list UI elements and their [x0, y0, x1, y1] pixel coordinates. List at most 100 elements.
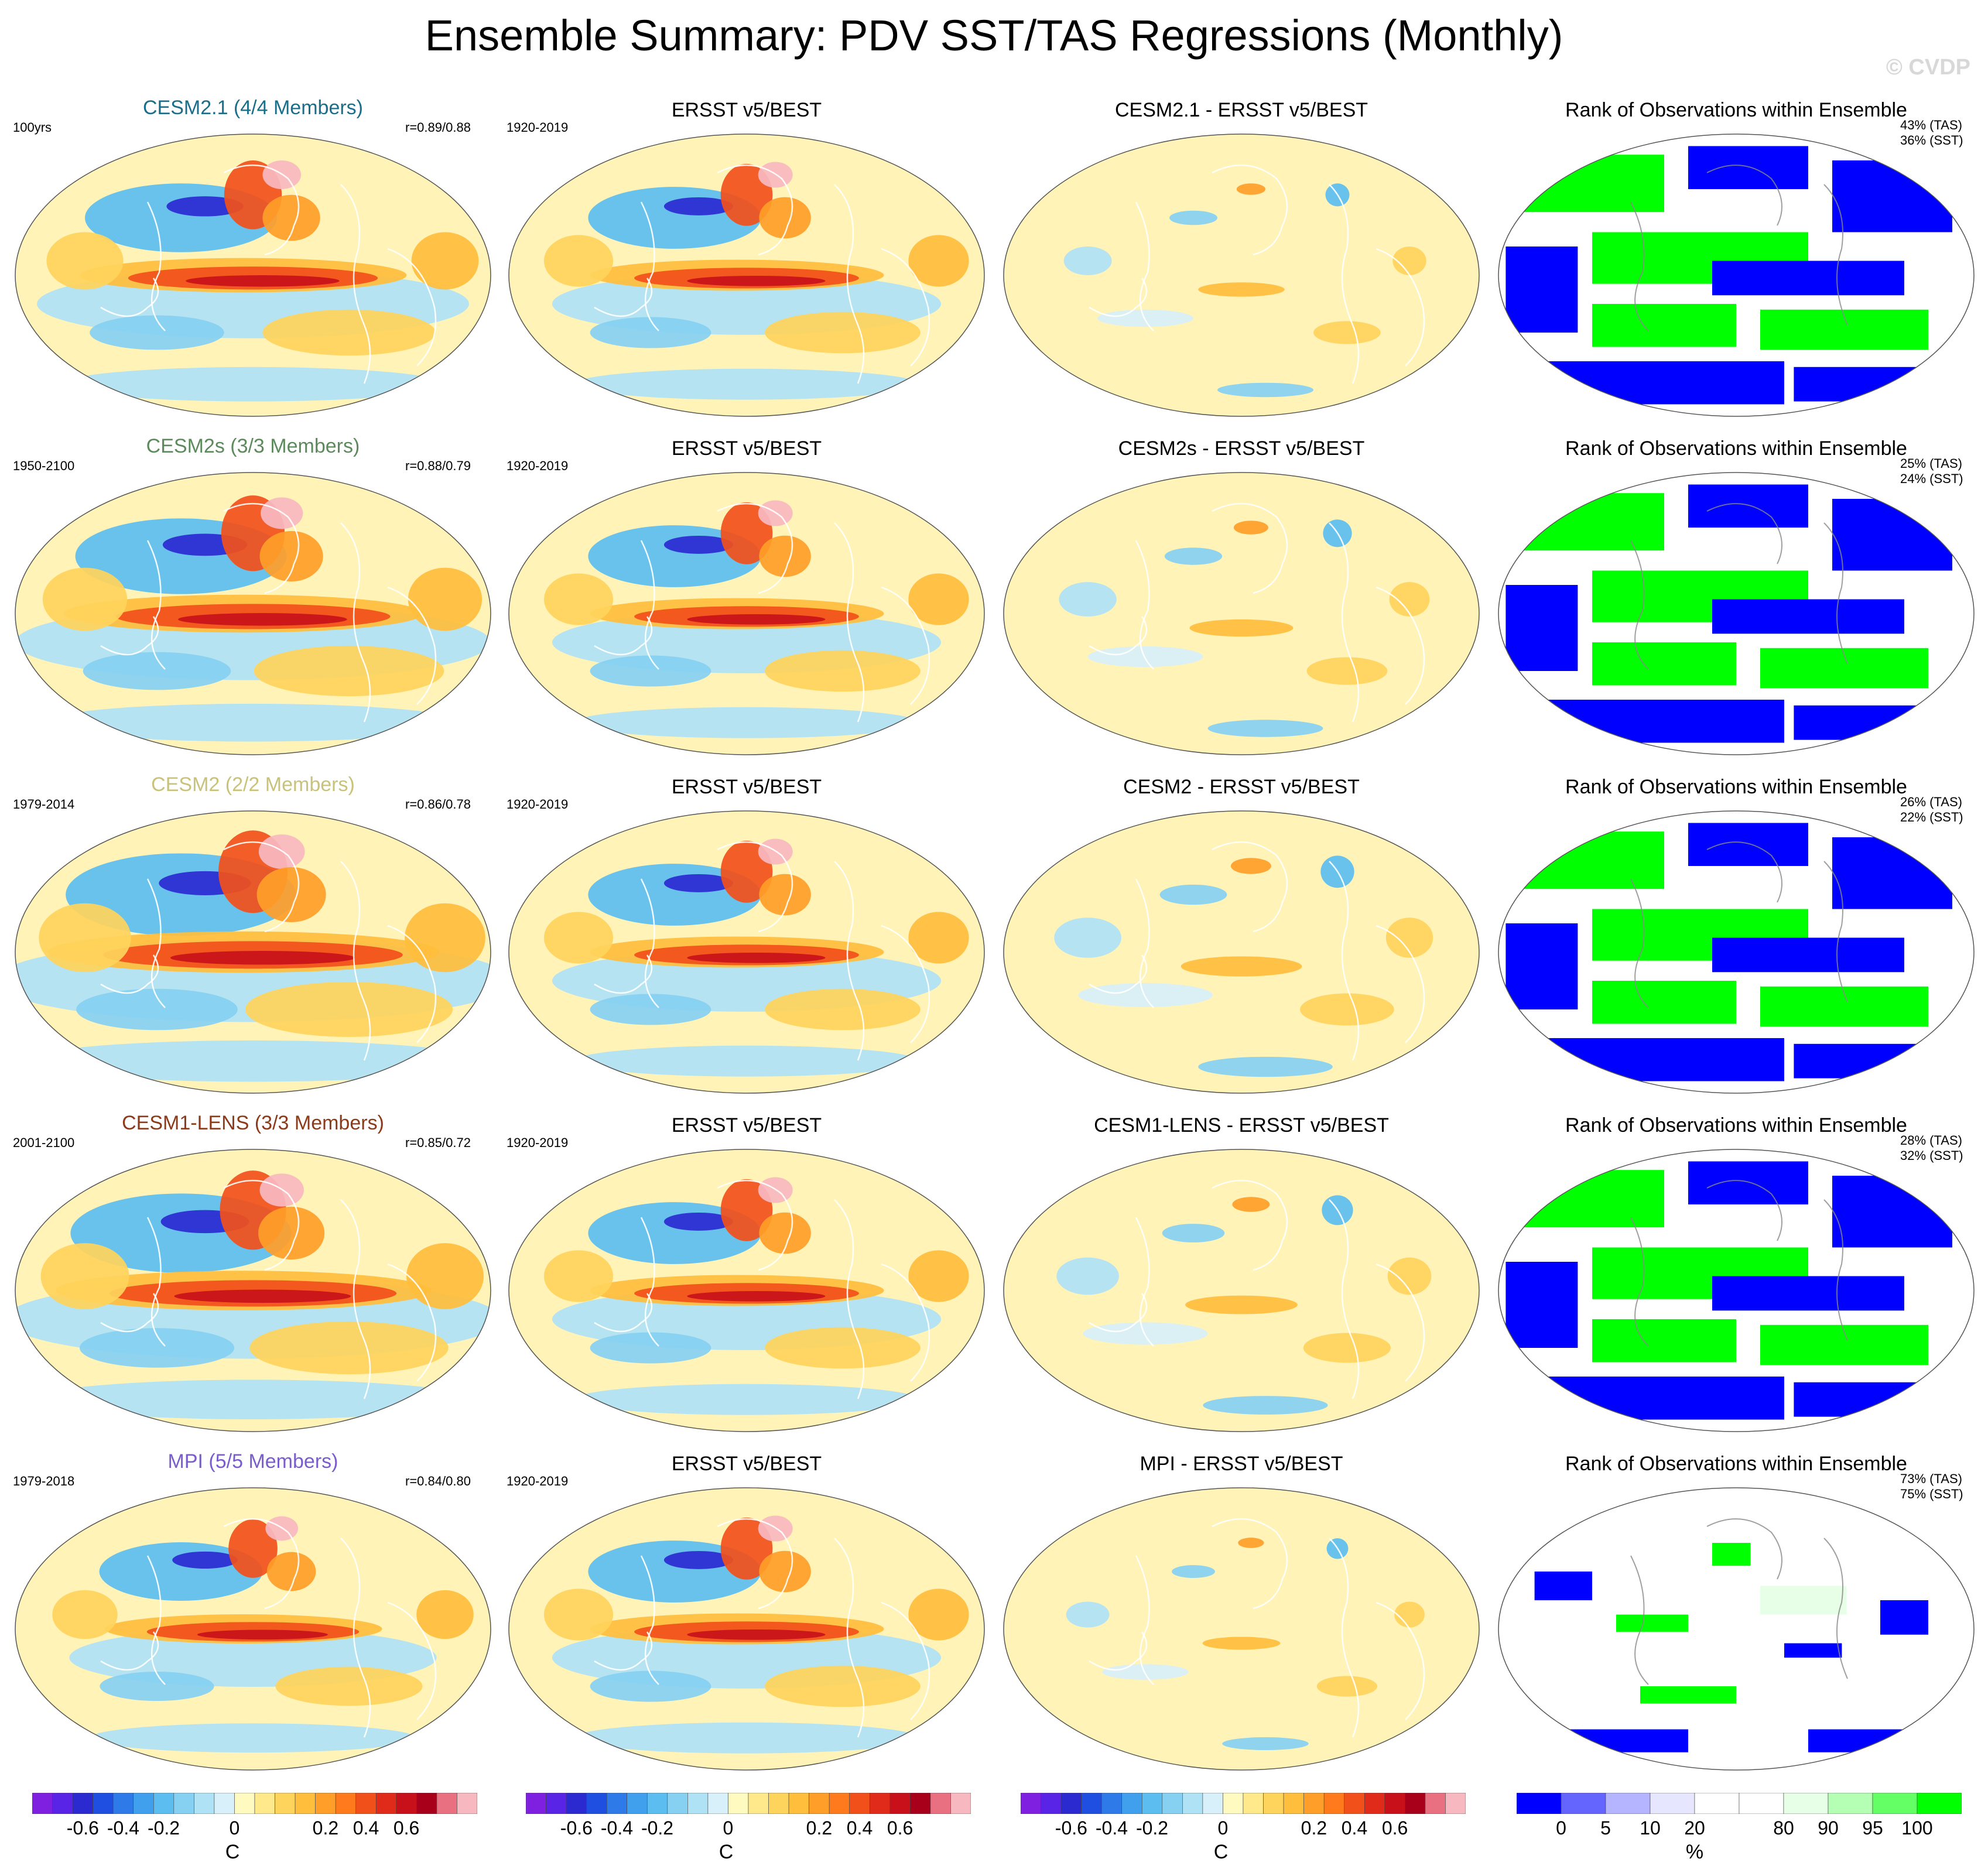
- colorbar-swatch: [416, 1793, 437, 1814]
- diff-panel-title: CESM2 - ERSST v5/BEST: [1123, 776, 1360, 798]
- colorbar-swatch: [275, 1793, 296, 1814]
- colorbar-swatch: [1561, 1793, 1606, 1814]
- colorbar-tick-label: 20: [1684, 1817, 1705, 1839]
- rank-field: [1498, 134, 1974, 416]
- colorbar-swatch: [1101, 1793, 1123, 1814]
- map-field: [1004, 811, 1479, 1093]
- model-panel-title: CESM2.1 (4/4 Members): [143, 97, 363, 119]
- colorbar-tick-label: 0.6: [887, 1817, 913, 1839]
- colorbar-tick-label: -0.6: [1055, 1817, 1087, 1839]
- colorbar-swatch: [687, 1793, 709, 1814]
- colorbar-swatch: [889, 1793, 911, 1814]
- pattern-correlation-label: r=0.88/0.79: [405, 458, 471, 473]
- obs-panel-title: ERSST v5/BEST: [671, 1453, 822, 1475]
- colorbar-swatch: [1141, 1793, 1163, 1814]
- colorbar-swatch: [375, 1793, 397, 1814]
- colorbar-swatch: [748, 1793, 769, 1814]
- colorbar-swatch: [1828, 1793, 1873, 1814]
- model-panel-title: CESM2s (3/3 Members): [146, 435, 360, 457]
- colorbar-tick-label: 0: [723, 1817, 734, 1839]
- model-panel-title: CESM2 (2/2 Members): [151, 773, 355, 796]
- colorbar-tick-label: 0.6: [393, 1817, 420, 1839]
- colorbar-swatch: [829, 1793, 850, 1814]
- colorbar-swatch: [1182, 1793, 1203, 1814]
- colorbar-swatch: [32, 1793, 53, 1814]
- rank-tas-label: 73% (TAS): [1900, 1471, 1962, 1486]
- map-field: [509, 134, 984, 416]
- colorbar-swatch: [1605, 1793, 1651, 1814]
- diff-map: [1003, 133, 1480, 417]
- colorbar-tick-label: 0.4: [1341, 1817, 1368, 1839]
- rank-panel-title: Rank of Observations within Ensemble: [1565, 1114, 1907, 1136]
- colorbar-swatch: [546, 1793, 567, 1814]
- map-field: [1004, 1149, 1479, 1432]
- diff-panel-title: MPI - ERSST v5/BEST: [1140, 1453, 1343, 1475]
- colorbar-tick-label: 0: [1556, 1817, 1566, 1839]
- rank-panel-title: Rank of Observations within Ensemble: [1565, 776, 1907, 798]
- colorbar-swatch: [52, 1793, 73, 1814]
- regression-colorbar: [526, 1793, 971, 1814]
- model-period-label: 2001-2100: [13, 1135, 75, 1150]
- colorbar-tick-label: 10: [1640, 1817, 1661, 1839]
- colorbar-swatch: [1872, 1793, 1918, 1814]
- colorbar-swatch: [1445, 1793, 1466, 1814]
- map-field: [1004, 473, 1479, 755]
- rank-colorbar: [1517, 1793, 1962, 1814]
- map-field: [509, 811, 984, 1093]
- colorbar-swatch: [1323, 1793, 1345, 1814]
- colorbar-unit-label: C: [718, 1841, 734, 1863]
- colorbar-swatch: [72, 1793, 93, 1814]
- model-period-label: 1979-2014: [13, 797, 75, 812]
- cvdp-watermark: © CVDP: [1886, 55, 1970, 80]
- diff-panel-title: CESM2.1 - ERSST v5/BEST: [1114, 99, 1368, 121]
- colorbar-swatch: [1202, 1793, 1223, 1814]
- rank-sst-label: 36% (SST): [1900, 133, 1963, 148]
- rank-field: [1498, 811, 1974, 1093]
- colorbar-swatch: [849, 1793, 870, 1814]
- pattern-correlation-label: r=0.84/0.80: [405, 1474, 471, 1488]
- map-field: [15, 1149, 491, 1432]
- colorbar-swatch: [1263, 1793, 1284, 1814]
- colorbar-swatch: [315, 1793, 336, 1814]
- colorbar-tick-label: 0.4: [353, 1817, 379, 1839]
- colorbar-swatch: [1303, 1793, 1325, 1814]
- map-field: [15, 811, 491, 1093]
- colorbar-swatch: [910, 1793, 931, 1814]
- regression-colorbar: [32, 1793, 477, 1814]
- colorbar-swatch: [234, 1793, 255, 1814]
- obs-period-label: 1920-2019: [507, 797, 569, 812]
- colorbar-swatch: [1405, 1793, 1426, 1814]
- colorbar-swatch: [355, 1793, 377, 1814]
- regression-colorbar: [1021, 1793, 1466, 1814]
- colorbar-tick-label: -0.4: [1095, 1817, 1128, 1839]
- model-map: [15, 1149, 491, 1432]
- rank-sst-label: 24% (SST): [1900, 471, 1963, 486]
- colorbar-swatch: [1425, 1793, 1446, 1814]
- colorbar-tick-label: 95: [1862, 1817, 1883, 1839]
- colorbar-tick-label: -0.2: [147, 1817, 180, 1839]
- colorbar-swatch: [295, 1793, 316, 1814]
- obs-panel-title: ERSST v5/BEST: [671, 776, 822, 798]
- colorbar-tick-label: 80: [1773, 1817, 1794, 1839]
- rank-map: [1498, 1487, 1975, 1771]
- colorbar-swatch: [930, 1793, 951, 1814]
- colorbar-swatch: [173, 1793, 194, 1814]
- colorbar-swatch: [1121, 1793, 1142, 1814]
- colorbar-tick-label: 0.2: [806, 1817, 833, 1839]
- obs-panel-title: ERSST v5/BEST: [671, 437, 822, 460]
- colorbar-tick-label: 0.6: [1381, 1817, 1408, 1839]
- colorbar-swatch: [1081, 1793, 1102, 1814]
- colorbar-swatch: [950, 1793, 971, 1814]
- colorbar-swatch: [254, 1793, 275, 1814]
- rank-sst-label: 75% (SST): [1900, 1487, 1963, 1501]
- colorbar-tick-label: 0.4: [846, 1817, 873, 1839]
- colorbar-swatch: [1364, 1793, 1385, 1814]
- diff-map: [1003, 472, 1480, 755]
- colorbar-unit-label: C: [225, 1841, 240, 1863]
- colorbar-swatch: [728, 1793, 749, 1814]
- rank-field: [1498, 473, 1974, 755]
- colorbar-swatch: [646, 1793, 668, 1814]
- colorbar-swatch: [707, 1793, 728, 1814]
- rank-panel-title: Rank of Observations within Ensemble: [1565, 437, 1907, 460]
- rank-tas-label: 28% (TAS): [1900, 1133, 1962, 1148]
